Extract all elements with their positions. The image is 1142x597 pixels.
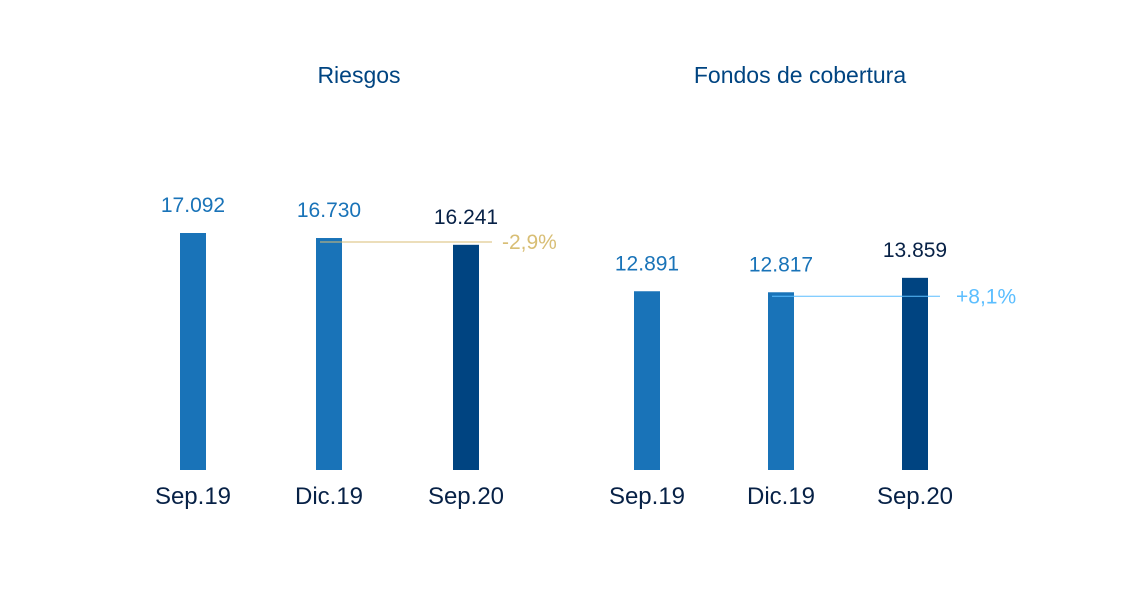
value-label-fondos-1: 12.817 — [749, 253, 813, 276]
category-label-fondos-2: Sep.20 — [877, 483, 953, 510]
change-label-fondos: +8,1% — [956, 285, 1016, 308]
value-label-fondos-2: 13.859 — [883, 239, 947, 262]
value-label-fondos-0: 12.891 — [615, 252, 679, 275]
value-label-riesgos-2: 16.241 — [434, 206, 498, 229]
category-label-fondos-0: Sep.19 — [609, 483, 685, 510]
bar-fondos-2 — [902, 277, 928, 470]
value-label-riesgos-0: 17.092 — [161, 194, 225, 217]
panel-fondos-de-cobertura: Fondos de cobertura 12.891 Sep.19 12.817 Di… — [609, 62, 1016, 510]
bar-fondos-0 — [634, 291, 660, 470]
bar-riesgos-2 — [453, 244, 479, 470]
category-label-riesgos-2: Sep.20 — [428, 483, 504, 510]
chart-title-riesgos: Riesgos — [317, 62, 400, 88]
category-label-riesgos-1: Dic.19 — [295, 483, 363, 510]
chart-title-fondos: Fondos de cobertura — [694, 62, 906, 88]
panel-riesgos: Riesgos 17.092 Sep.19 16.730 Dic.19 16.241 Se… — [155, 62, 557, 510]
bar-fondos-1 — [768, 292, 794, 470]
bar-riesgos-0 — [180, 233, 206, 470]
change-label-riesgos: -2,9% — [502, 231, 557, 254]
category-label-fondos-1: Dic.19 — [747, 483, 815, 510]
category-label-riesgos-0: Sep.19 — [155, 483, 231, 510]
bar-riesgos-1 — [316, 238, 342, 470]
value-label-riesgos-1: 16.730 — [297, 199, 361, 222]
